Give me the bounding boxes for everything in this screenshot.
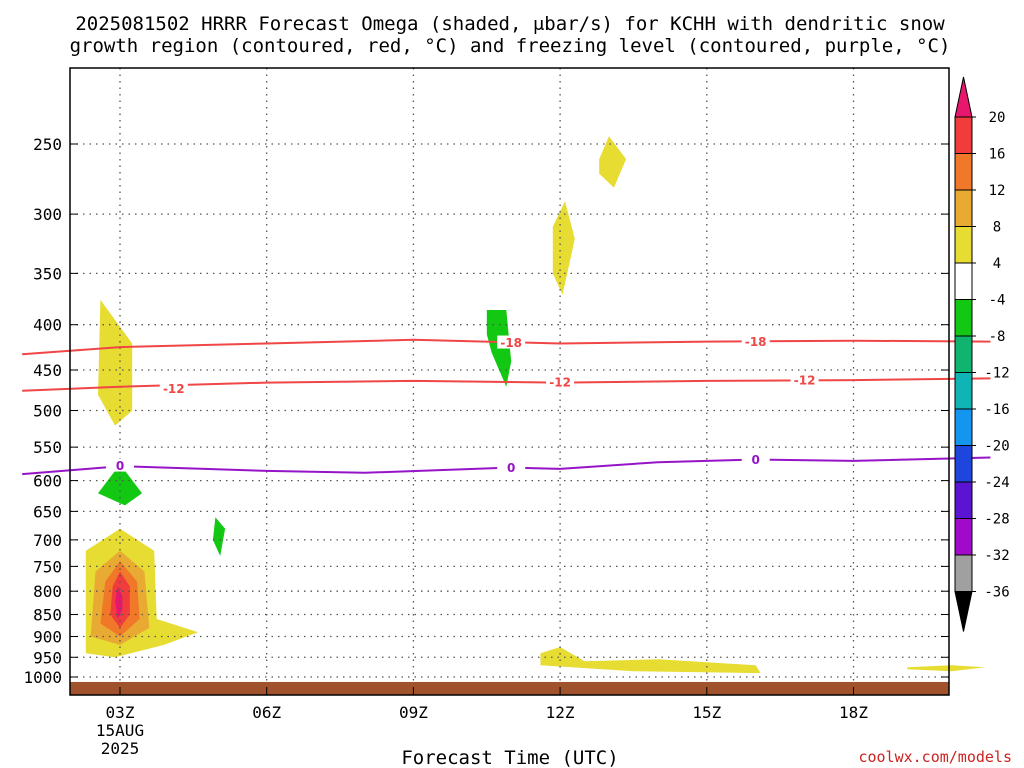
contour-label-bg [546,374,575,388]
y-tick-label-750: 750 [33,557,62,576]
colorbar-label-4: 4 [993,256,1001,272]
x-tick-date: 15AUG [96,721,144,740]
contour-label--18: -18 [745,335,767,349]
y-tick-label-1000: 1000 [23,668,62,687]
contour-label--12: -12 [794,374,816,388]
colorbar-swatch [954,335,973,373]
x-tick-label-03Z: 03Z [106,703,135,722]
colorbar-label-16: 16 [989,147,1006,163]
pressure-axis: 250 300 350 400 450 500 550 600 650 700 750 800 850 9… [23,135,949,687]
colorbar-swatch [954,189,973,227]
colorbar-label--8: -8 [989,329,1006,345]
colorbar-bottom-arrow [954,591,973,632]
omega-region-upper-positive-3 [599,136,627,188]
colorbar-label--20: -20 [984,439,1009,455]
y-tick-label-700: 700 [33,531,62,550]
omega-region-upper-positive-2 [552,201,575,295]
y-tick-label-450: 450 [33,361,62,380]
omega-region-negative-mid-2 [212,517,226,556]
contour-label--12: -12 [549,375,571,389]
contour-label-bg [741,452,770,466]
omega-region-surface-positive-2 [907,665,986,672]
colorbar-label-12: 12 [989,183,1006,199]
y-tick-label-350: 350 [33,264,62,283]
y-tick-label-600: 600 [33,472,62,491]
colorbar-label-20: 20 [989,110,1006,126]
colorbar-label-8: 8 [993,220,1001,236]
colorbar-swatch [954,262,973,300]
colorbar-swatch [954,518,973,556]
temperature-contours: -18 -18 -12 -12 -12 0 0 0 [22,334,991,476]
colorbar-label--28: -28 [984,512,1009,528]
contour-label-bg [497,335,526,349]
colorbar-label--32: -32 [984,548,1009,564]
colorbar-swatch [954,408,973,446]
credit-text: coolwx.com/models [858,748,1012,766]
colorbar-swatch [954,116,973,154]
chart-title-line-2: growth region (contoured, red, °C) and f… [70,35,951,57]
colorbar-swatch [954,481,973,519]
y-tick-label-900: 900 [33,627,62,646]
contour-label-0: 0 [752,453,760,467]
contour-line--12 [22,377,991,392]
terrain-surface [70,681,949,695]
y-tick-label-950: 950 [33,648,62,667]
omega-region-upper-positive-1 [98,299,133,426]
colorbar-swatch [954,153,973,191]
colorbar-swatch [954,226,973,264]
x-axis-label: Forecast Time (UTC) [401,747,618,768]
colorbar-label--4: -4 [989,293,1006,309]
colorbar-swatch [954,299,973,337]
terrain-fill [70,681,949,695]
contour-label--12: -12 [163,382,185,396]
x-tick-label-18Z: 18Z [839,703,868,722]
omega-shading [85,136,986,674]
contour-line-0 [22,456,991,476]
omega-region-surface-positive-1 [540,647,761,674]
contour-label-0: 0 [507,461,515,475]
contour-label-0: 0 [116,459,124,473]
y-tick-label-800: 800 [33,582,62,601]
contour-label-bg [106,458,134,472]
contour-label-bg [159,381,188,395]
plot-frame [69,67,950,696]
y-tick-label-850: 850 [33,606,62,625]
contour-label-bg [497,460,526,474]
colorbar-label--16: -16 [984,402,1009,418]
y-tick-label-650: 650 [33,502,62,521]
colorbar-label--12: -12 [984,366,1009,382]
y-tick-label-400: 400 [33,316,62,335]
contour-line--18 [22,338,991,356]
y-tick-label-250: 250 [33,135,62,154]
x-tick-label-09Z: 09Z [399,703,428,722]
colorbar-top-arrow [954,76,973,118]
colorbar-label--36: -36 [984,585,1009,601]
colorbar-swatch [954,372,973,410]
y-tick-label-550: 550 [33,438,62,457]
chart-title-line-1: 2025081502 HRRR Forecast Omega (shaded, … [75,13,945,35]
x-tick-label-12Z: 12Z [546,703,575,722]
contour-label-bg [790,373,819,387]
y-tick-label-300: 300 [33,205,62,224]
colorbar-swatch [954,445,973,483]
y-tick-label-500: 500 [33,402,62,421]
x-tick-year: 2025 [101,739,140,758]
contour-label--18: -18 [500,336,522,350]
x-tick-label-06Z: 06Z [252,703,281,722]
omega-colorbar: 20 16 12 8 4 -4 -8 -12 -16 -20 -24 -28 -32 -36 [954,76,1010,632]
colorbar-swatch [954,554,973,592]
contour-label-bg [741,334,770,348]
colorbar-label--24: -24 [984,475,1009,491]
x-tick-label-15Z: 15Z [692,703,721,722]
